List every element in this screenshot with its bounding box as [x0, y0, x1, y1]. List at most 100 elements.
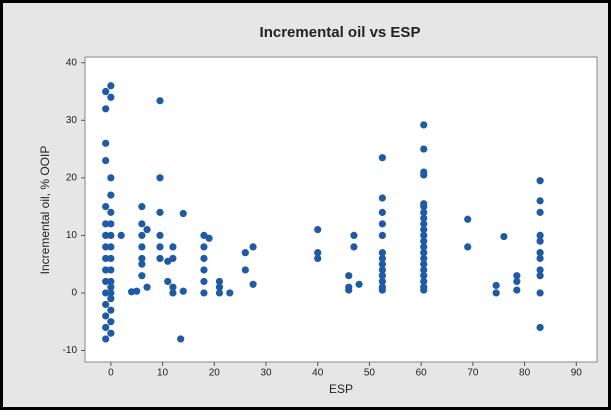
point: [102, 231, 110, 239]
point: [378, 249, 386, 257]
point: [464, 243, 472, 251]
point: [143, 283, 151, 291]
point: [314, 226, 322, 234]
point: [378, 194, 386, 202]
point: [350, 243, 358, 251]
point: [138, 260, 146, 268]
point: [200, 266, 208, 274]
point: [200, 289, 208, 297]
point: [420, 121, 428, 129]
point: [107, 93, 115, 101]
point: [314, 254, 322, 263]
x-tick-label: 10: [157, 368, 169, 379]
y-axis-label: Incremental oil, % OOIP: [38, 146, 52, 275]
point: [102, 87, 110, 96]
point: [102, 203, 110, 211]
point: [215, 289, 224, 297]
point: [156, 174, 164, 182]
point: [138, 231, 146, 239]
point: [169, 289, 177, 297]
point: [345, 286, 353, 294]
point: [536, 197, 544, 205]
point: [536, 208, 544, 216]
point: [138, 243, 146, 251]
point: [107, 306, 115, 314]
point: [249, 280, 257, 288]
point: [536, 254, 544, 263]
point: [107, 329, 115, 337]
point: [420, 203, 428, 211]
point: [314, 249, 322, 257]
x-tick-label: 30: [260, 368, 272, 379]
point: [420, 231, 428, 239]
point: [102, 323, 110, 332]
point: [107, 277, 115, 286]
point: [492, 281, 500, 290]
point: [420, 208, 428, 216]
point: [156, 243, 164, 251]
point: [215, 283, 224, 291]
point: [107, 191, 115, 199]
point: [378, 220, 386, 228]
point: [102, 243, 110, 251]
point: [205, 234, 213, 242]
point: [102, 277, 110, 286]
point: [420, 237, 428, 245]
point: [107, 283, 115, 291]
point: [107, 231, 115, 239]
point: [378, 277, 386, 286]
point: [513, 286, 521, 294]
point: [378, 272, 386, 280]
chart-title: Incremental oil vs ESP: [260, 24, 421, 41]
point: [420, 254, 428, 263]
point: [420, 260, 428, 268]
point: [536, 266, 544, 274]
point: [513, 272, 521, 280]
point: [102, 139, 110, 147]
point: [143, 226, 151, 234]
point: [156, 97, 164, 105]
point: [420, 243, 428, 251]
point: [355, 280, 363, 288]
point: [177, 335, 185, 343]
point: [513, 277, 521, 286]
point: [138, 254, 146, 263]
point: [378, 231, 386, 239]
point: [492, 289, 500, 297]
point: [536, 231, 544, 239]
point: [107, 266, 115, 274]
point: [102, 156, 110, 165]
point: [169, 283, 177, 291]
point: [138, 272, 146, 280]
point: [107, 243, 115, 251]
point: [420, 171, 428, 179]
y-tick-label: 0: [71, 288, 77, 299]
point: [420, 277, 428, 286]
point: [156, 208, 164, 216]
y-tick-label: 10: [66, 230, 78, 241]
point: [107, 254, 115, 263]
point: [500, 232, 508, 241]
point: [536, 249, 544, 257]
point: [200, 254, 208, 263]
point: [107, 208, 115, 216]
point: [102, 220, 110, 228]
point: [536, 272, 544, 280]
point: [102, 105, 110, 113]
point: [107, 295, 115, 303]
point: [420, 249, 428, 257]
y-tick-label: 20: [66, 172, 78, 183]
y-tick-label: 30: [66, 115, 78, 126]
point: [241, 249, 249, 257]
point: [536, 237, 544, 245]
point: [102, 289, 110, 297]
point: [156, 254, 164, 263]
point: [249, 243, 257, 251]
x-tick-label: 60: [416, 368, 428, 379]
point: [107, 82, 115, 90]
point: [241, 266, 249, 274]
point: [536, 289, 544, 297]
point: [226, 289, 234, 297]
point: [464, 215, 472, 223]
point: [200, 243, 208, 251]
